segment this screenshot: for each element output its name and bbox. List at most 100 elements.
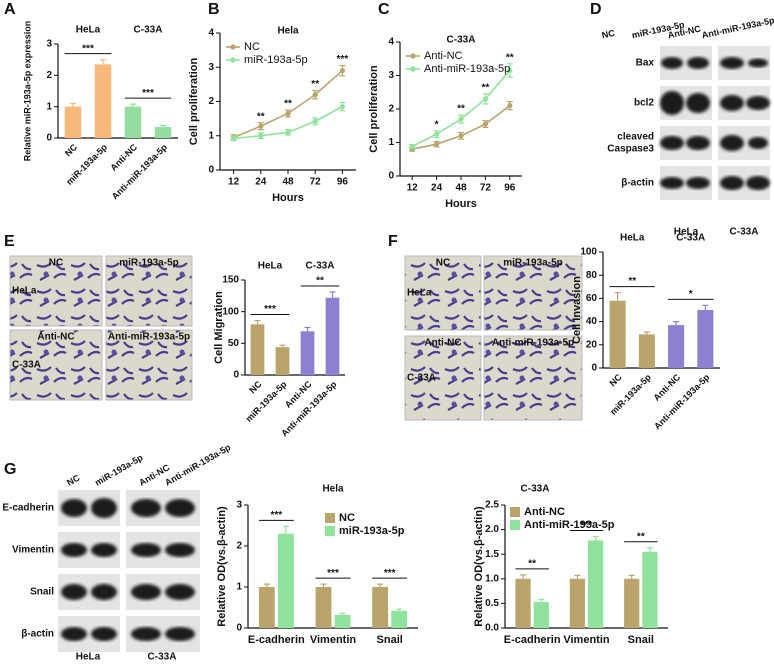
point xyxy=(507,103,513,109)
legend-label: miR-193a-5p xyxy=(339,525,405,537)
blot-group-label: C-33A xyxy=(148,652,177,663)
x-tick-label: Snail xyxy=(377,634,403,646)
significance-label: *** xyxy=(384,568,396,579)
blot-row-label: β-actin xyxy=(621,178,654,189)
chart-title: C-33A xyxy=(447,35,476,46)
micrograph xyxy=(483,335,583,421)
legend-marker xyxy=(230,44,236,50)
blot-column-label: miR-193a-5p xyxy=(93,452,145,488)
x-tick-label: 12 xyxy=(228,177,240,188)
bar xyxy=(334,614,351,628)
blot-band xyxy=(660,177,684,189)
group-label: C-33A xyxy=(134,25,163,36)
group-label: C-33A xyxy=(676,233,705,244)
significance-label: ** xyxy=(316,276,324,287)
y-tick-label: 0 xyxy=(388,171,394,182)
point xyxy=(458,133,464,139)
y-tick-label: 3 xyxy=(236,500,242,511)
blot-row-label: Vimentin xyxy=(12,545,54,556)
micrograph-column-label: NC xyxy=(436,258,450,269)
micrograph-row-label: HeLa xyxy=(12,286,37,297)
y-tick-label: 20 xyxy=(586,339,598,350)
blot-band xyxy=(686,136,710,150)
panel-label: C xyxy=(378,1,390,18)
legend-marker xyxy=(410,53,416,59)
chart-title: Hela xyxy=(322,484,344,495)
blot-band xyxy=(720,176,744,190)
micrograph xyxy=(404,255,482,331)
y-tick-label: 1 xyxy=(46,101,52,112)
y-axis-label: Cell proliferation xyxy=(188,58,200,146)
bar xyxy=(124,106,142,138)
micrograph-column-label: miR-193a-5p xyxy=(503,258,562,269)
legend-label: Anti-miR-193a-5p xyxy=(424,63,510,75)
bar xyxy=(588,540,604,628)
bar xyxy=(533,601,549,628)
y-tick-label: 100 xyxy=(580,247,597,258)
bar xyxy=(258,587,275,628)
y-axis-label: Relative OD(vs.β-actin) xyxy=(473,506,485,627)
blot-row-label: Snail xyxy=(30,587,54,598)
legend-label: Anti-miR-193a-5p xyxy=(524,519,615,531)
point xyxy=(312,92,318,98)
x-tick-label: 72 xyxy=(310,177,322,188)
y-tick-label: 3 xyxy=(388,70,394,81)
y-axis-label: Relative miR-193a-5p expression xyxy=(22,21,32,162)
point xyxy=(409,143,415,150)
micrograph xyxy=(9,329,103,401)
blot-band xyxy=(748,137,768,149)
point xyxy=(339,68,345,74)
y-tick-label: 100 xyxy=(222,306,239,317)
legend-swatch xyxy=(325,513,335,523)
x-tick-label: Snail xyxy=(628,634,654,646)
y-tick-label: 0 xyxy=(46,133,52,144)
micrograph xyxy=(105,329,193,401)
x-tick-label: 24 xyxy=(255,177,267,188)
bar xyxy=(697,310,714,368)
bar xyxy=(391,610,408,628)
blot-band xyxy=(661,57,683,69)
y-tick-label: 150 xyxy=(222,275,239,286)
micrograph xyxy=(483,255,583,331)
blot-band xyxy=(165,584,195,600)
x-tick-label: 96 xyxy=(337,177,349,188)
point xyxy=(258,123,264,129)
blot-band xyxy=(746,176,770,190)
x-tick-label: NC xyxy=(607,372,624,389)
point xyxy=(458,116,464,122)
blot-band xyxy=(165,499,195,517)
bar xyxy=(275,347,290,375)
blot-band xyxy=(720,135,744,151)
y-tick-label: 3 xyxy=(46,39,52,50)
blot-band xyxy=(748,58,768,68)
bar xyxy=(277,533,294,628)
y-tick-label: 1 xyxy=(208,130,214,141)
y-tick-label: 3 xyxy=(208,62,214,73)
y-axis-label: Relative OD(vs.β-actin) xyxy=(216,506,228,627)
bar xyxy=(624,578,640,628)
point xyxy=(507,67,513,74)
bar xyxy=(609,300,626,368)
bar xyxy=(315,587,332,628)
blot-band xyxy=(91,543,117,557)
bar xyxy=(569,578,585,628)
blot-band xyxy=(660,136,684,150)
significance-label: *** xyxy=(581,520,593,531)
x-axis-label: Hours xyxy=(272,192,304,204)
significance-label: *** xyxy=(327,568,339,579)
significance-label: ** xyxy=(637,531,645,542)
blot-band xyxy=(131,584,161,600)
point xyxy=(285,129,291,135)
micrograph xyxy=(9,255,103,327)
significance-label: *** xyxy=(337,54,349,65)
x-tick-label: Vimentin xyxy=(310,634,357,646)
micrograph-row-label: C-33A xyxy=(12,360,41,371)
legend-marker xyxy=(410,66,416,72)
blot-row-label: E-cadherin xyxy=(2,503,54,514)
group-label: HeLa xyxy=(620,233,645,244)
y-tick-label: 40 xyxy=(586,316,598,327)
bar xyxy=(300,331,315,375)
significance-label: ** xyxy=(506,52,514,63)
y-tick-label: 80 xyxy=(586,270,598,281)
y-tick-label: 1.0 xyxy=(485,573,499,584)
